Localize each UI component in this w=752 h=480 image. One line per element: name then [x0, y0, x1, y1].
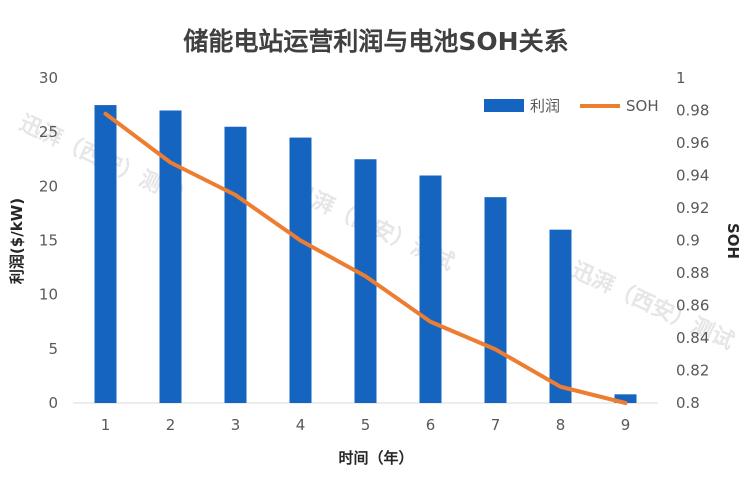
left-tick-label: 30 — [39, 69, 58, 87]
right-tick-label: 0.9 — [676, 232, 700, 250]
x-tick-label: 5 — [361, 416, 371, 434]
legend-line-label: SOH — [626, 97, 659, 115]
right-tick-label: 0.82 — [676, 362, 709, 380]
right-tick-label: 1 — [676, 69, 686, 87]
right-tick-label: 0.88 — [676, 264, 709, 282]
soh-line — [103, 111, 628, 405]
x-axis-title: 时间（年） — [338, 449, 413, 467]
right-tick-label: 0.92 — [676, 199, 709, 217]
right-tick-label: 0.84 — [676, 329, 709, 347]
left-axis-title: 利润($/kW) — [8, 198, 26, 284]
bar-5 — [354, 159, 377, 403]
right-tick-label: 0.94 — [676, 167, 709, 185]
bar-series — [94, 105, 637, 404]
x-tick-label: 7 — [491, 416, 501, 434]
legend-bar-label: 利润 — [530, 97, 560, 115]
bar-9 — [614, 394, 637, 403]
x-tick-label: 4 — [296, 416, 306, 434]
left-tick-label: 25 — [39, 123, 58, 141]
legend: 利润 SOH — [484, 97, 659, 115]
bar-8 — [549, 229, 572, 403]
x-tick-label: 6 — [426, 416, 436, 434]
left-tick-label: 15 — [39, 232, 58, 250]
left-tick-label: 5 — [48, 340, 58, 358]
bar-2 — [159, 110, 182, 403]
x-tick-label: 2 — [166, 416, 176, 434]
right-axis-title: SOH — [724, 223, 742, 259]
bar-1 — [94, 105, 117, 403]
left-tick-label: 0 — [48, 394, 58, 412]
bar-6 — [419, 175, 442, 403]
x-tick-label: 1 — [101, 416, 111, 434]
bar-4 — [289, 137, 312, 404]
right-tick-label: 0.98 — [676, 102, 709, 120]
right-tick-label: 0.86 — [676, 297, 709, 315]
bar-3 — [224, 126, 247, 403]
x-tick-label: 9 — [621, 416, 631, 434]
right-tick-label: 0.8 — [676, 394, 700, 412]
legend-bar-swatch — [484, 99, 524, 112]
right-tick-label: 0.96 — [676, 134, 709, 152]
x-axis-ticks: 1 2 3 4 5 6 7 8 9 — [101, 416, 631, 434]
left-tick-label: 20 — [39, 177, 58, 195]
x-tick-label: 3 — [231, 416, 241, 434]
x-tick-label: 8 — [556, 416, 566, 434]
right-axis-ticks: 0.8 0.82 0.84 0.86 0.88 0.9 0.92 0.94 0.96 0.98 1 — [676, 69, 709, 412]
bar-7 — [484, 197, 507, 403]
left-axis-ticks: 0 5 10 15 20 25 30 — [39, 69, 58, 412]
watermark-text: 迅湃（西安）测试 — [567, 257, 738, 355]
chart-title: 储能电站运营利润与电池SOH关系 — [183, 27, 568, 56]
left-tick-label: 10 — [39, 286, 58, 304]
watermark-layer: 迅湃（西安）测试迅湃（西安）测试迅湃（西安）测试 — [15, 110, 738, 355]
